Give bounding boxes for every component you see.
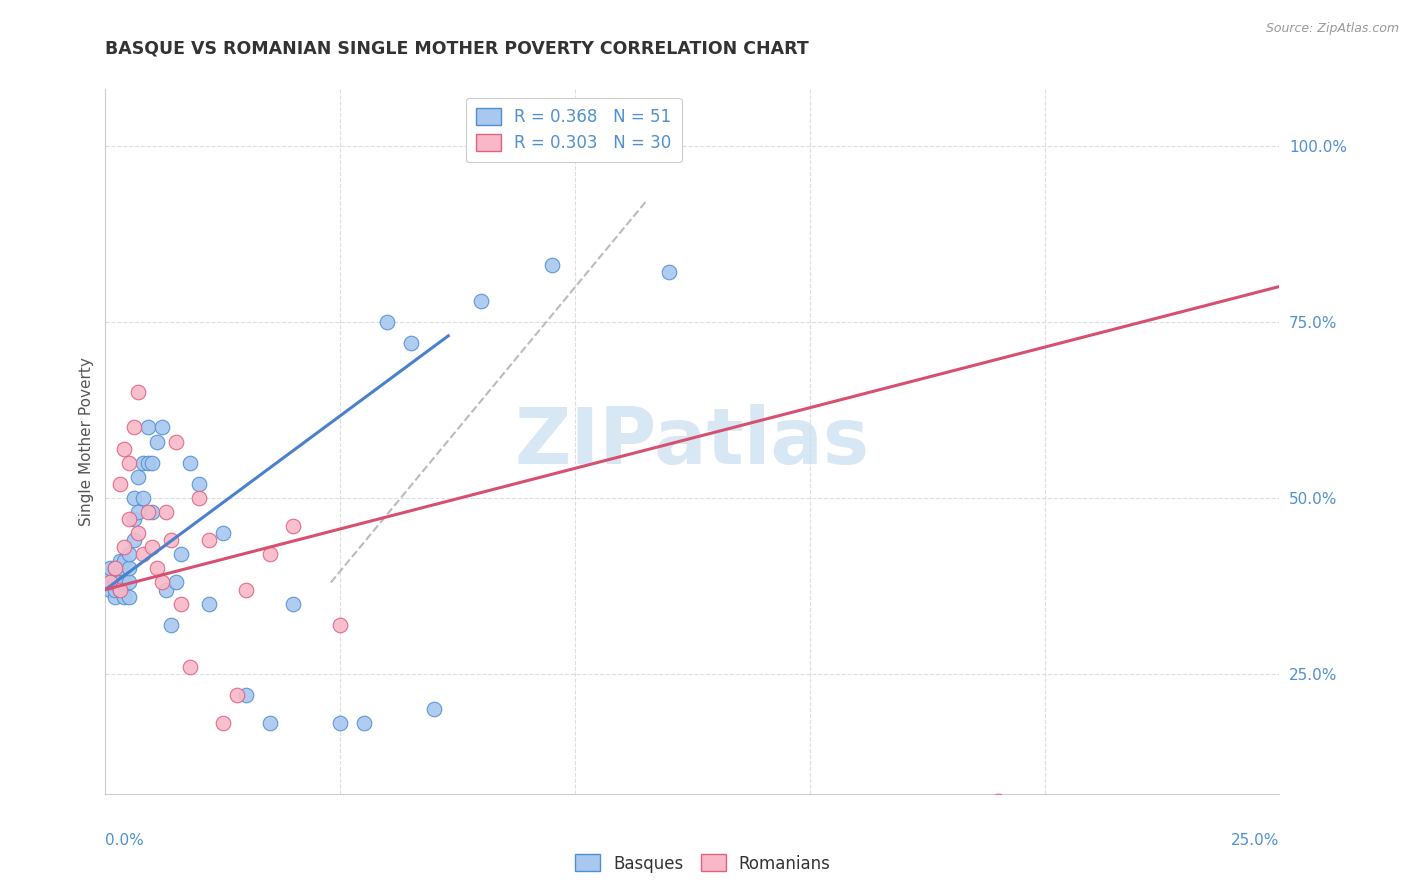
Point <box>104 575 127 590</box>
Point <box>98 582 121 597</box>
Point <box>108 582 131 597</box>
Point <box>118 512 141 526</box>
Point <box>136 420 159 434</box>
Y-axis label: Single Mother Poverty: Single Mother Poverty <box>79 357 94 526</box>
Point <box>160 617 183 632</box>
Point <box>136 505 159 519</box>
Point <box>146 561 169 575</box>
Point <box>283 519 305 533</box>
Point <box>118 547 141 561</box>
Point <box>211 716 233 731</box>
Point <box>108 582 131 597</box>
Point <box>329 716 352 731</box>
Point <box>127 385 149 400</box>
Point <box>155 505 177 519</box>
Point <box>146 434 169 449</box>
Point <box>104 561 127 575</box>
Point <box>104 582 127 597</box>
Point <box>122 512 145 526</box>
Point <box>179 660 201 674</box>
Point <box>179 456 201 470</box>
Point <box>188 491 211 505</box>
Point <box>122 420 145 434</box>
Point <box>108 476 131 491</box>
Point <box>259 716 281 731</box>
Point <box>104 561 127 575</box>
Point <box>98 575 121 590</box>
Point <box>118 590 141 604</box>
Legend: Basques, Romanians: Basques, Romanians <box>568 847 838 880</box>
Point <box>98 575 121 590</box>
Point <box>399 335 422 350</box>
Point <box>235 582 257 597</box>
Point <box>118 561 141 575</box>
Point <box>259 547 281 561</box>
Point <box>211 526 233 541</box>
Point <box>155 582 177 597</box>
Point <box>98 561 121 575</box>
Point <box>141 456 163 470</box>
Point <box>283 597 305 611</box>
Point <box>540 259 562 273</box>
Point <box>127 505 149 519</box>
Point <box>118 575 141 590</box>
Point <box>165 575 187 590</box>
Point <box>197 597 219 611</box>
Point <box>353 716 375 731</box>
Point <box>112 540 135 554</box>
Point <box>169 597 191 611</box>
Point <box>112 442 135 456</box>
Point <box>98 568 121 582</box>
Point <box>136 456 159 470</box>
Point <box>329 617 352 632</box>
Point <box>226 688 249 702</box>
Text: 25.0%: 25.0% <box>1232 832 1279 847</box>
Point <box>132 491 155 505</box>
Point <box>118 456 141 470</box>
Point <box>132 456 155 470</box>
Point <box>470 293 492 308</box>
Legend: R = 0.368   N = 51, R = 0.303   N = 30: R = 0.368 N = 51, R = 0.303 N = 30 <box>465 97 682 162</box>
Point <box>165 434 187 449</box>
Point <box>987 794 1010 808</box>
Point <box>112 590 135 604</box>
Text: BASQUE VS ROMANIAN SINGLE MOTHER POVERTY CORRELATION CHART: BASQUE VS ROMANIAN SINGLE MOTHER POVERTY… <box>105 40 810 58</box>
Point <box>160 533 183 548</box>
Point <box>150 575 173 590</box>
Point <box>122 533 145 548</box>
Point <box>141 540 163 554</box>
Point <box>375 315 398 329</box>
Point <box>108 554 131 568</box>
Point <box>112 575 135 590</box>
Point <box>132 547 155 561</box>
Point <box>112 554 135 568</box>
Text: Source: ZipAtlas.com: Source: ZipAtlas.com <box>1265 22 1399 36</box>
Point <box>197 533 219 548</box>
Point <box>423 702 446 716</box>
Point <box>150 420 173 434</box>
Point <box>188 476 211 491</box>
Point <box>108 561 131 575</box>
Point <box>108 575 131 590</box>
Point <box>141 505 163 519</box>
Text: ZIPatlas: ZIPatlas <box>515 403 870 480</box>
Point <box>169 547 191 561</box>
Point <box>127 469 149 483</box>
Point <box>235 688 257 702</box>
Text: 0.0%: 0.0% <box>105 832 145 847</box>
Point <box>122 491 145 505</box>
Point <box>104 590 127 604</box>
Point <box>127 526 149 541</box>
Point <box>658 265 681 279</box>
